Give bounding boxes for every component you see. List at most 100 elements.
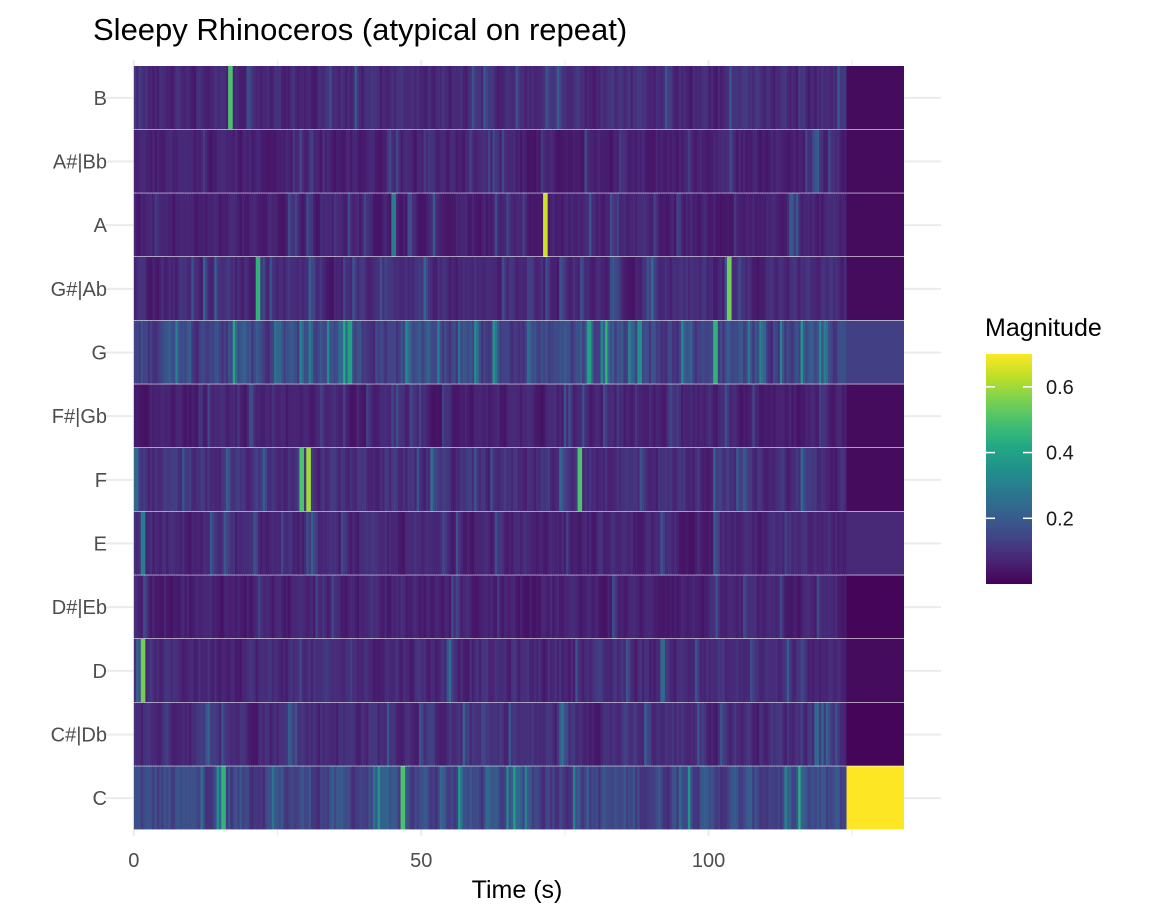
heatmap-cell	[591, 575, 595, 639]
heatmap-cell	[503, 766, 507, 830]
heatmap-cell	[589, 639, 592, 703]
heatmap-cell	[476, 320, 480, 384]
heatmap-cell	[258, 702, 261, 766]
heatmap-cell	[209, 448, 213, 512]
heatmap-cell	[835, 66, 838, 130]
heatmap-cell	[708, 384, 712, 448]
heatmap-cell	[184, 448, 188, 512]
heatmap-cell	[418, 384, 422, 448]
heatmap-cell	[674, 702, 678, 766]
heatmap-cell	[577, 639, 581, 703]
heatmap-cell	[140, 511, 144, 575]
heatmap-cell	[726, 766, 730, 830]
heatmap-cell	[200, 575, 204, 639]
y-tick-label: E	[94, 534, 107, 556]
heatmap-cell	[506, 639, 510, 703]
y-tick-label: D#|Eb	[52, 597, 107, 619]
heatmap-cell	[393, 511, 397, 575]
heatmap-cell	[681, 384, 684, 448]
heatmap-cell	[655, 448, 659, 512]
heatmap-cell	[326, 766, 330, 830]
heatmap-cell	[529, 639, 533, 703]
heatmap-cell	[692, 193, 696, 257]
heatmap-cell	[301, 639, 305, 703]
heatmap-cell	[678, 193, 682, 257]
heatmap-cell	[366, 257, 369, 321]
heatmap-cell	[255, 448, 259, 512]
heatmap-cell	[499, 257, 503, 321]
heatmap-cell	[805, 193, 809, 257]
heatmap-cell	[715, 320, 719, 384]
heatmap-cell	[384, 639, 388, 703]
heatmap-cell	[255, 129, 259, 193]
heatmap-cell	[347, 129, 351, 193]
heatmap-cell	[237, 639, 241, 703]
heatmap-cell	[625, 320, 629, 384]
heatmap-cell	[428, 129, 432, 193]
heatmap-cell	[400, 511, 404, 575]
heatmap-cell	[412, 702, 415, 766]
heatmap-cell	[800, 320, 804, 384]
heatmap-cell	[800, 129, 804, 193]
heatmap-cell	[439, 384, 443, 448]
heatmap-cell	[200, 320, 204, 384]
heatmap-cell	[246, 129, 250, 193]
heatmap-cell	[168, 129, 172, 193]
heatmap-cell	[379, 702, 383, 766]
heatmap-cell	[276, 66, 280, 130]
heatmap-cell	[531, 575, 535, 639]
heatmap-cell	[223, 702, 227, 766]
heatmap-cell	[740, 511, 744, 575]
heatmap-cell	[421, 193, 425, 257]
heatmap-cell	[412, 448, 415, 512]
heatmap-cell	[669, 66, 673, 130]
heatmap-cell	[526, 193, 530, 257]
heatmap-cell	[485, 384, 489, 448]
heatmap-cell	[623, 257, 627, 321]
heatmap-cell	[678, 257, 682, 321]
heatmap-cell	[476, 766, 480, 830]
heatmap-cell	[793, 320, 797, 384]
heatmap-cell	[186, 129, 190, 193]
heatmap-cell	[809, 702, 813, 766]
heatmap-cell	[658, 702, 661, 766]
heatmap-cell	[531, 66, 535, 130]
heatmap-cell	[262, 702, 266, 766]
heatmap-cell	[276, 129, 280, 193]
heatmap-cell	[248, 511, 252, 575]
heatmap-cell	[336, 257, 340, 321]
heatmap-cell	[349, 448, 353, 512]
heatmap-cell	[685, 702, 689, 766]
heatmap-cell	[301, 766, 305, 830]
heatmap-cell	[676, 66, 680, 130]
heatmap-cell	[469, 384, 473, 448]
heatmap-cell	[699, 639, 703, 703]
heatmap-cell	[676, 320, 680, 384]
heatmap-cell	[490, 193, 494, 257]
heatmap-cell	[200, 257, 204, 321]
heatmap-cell	[572, 448, 576, 512]
heatmap-cell	[216, 66, 220, 130]
heatmap-cell	[389, 129, 392, 193]
heatmap-cell	[244, 257, 248, 321]
heatmap-cell	[579, 575, 583, 639]
heatmap-cell	[258, 129, 261, 193]
heatmap-cell	[529, 193, 533, 257]
heatmap-cell	[623, 575, 627, 639]
heatmap-cell	[593, 320, 597, 384]
heatmap-cell	[354, 702, 358, 766]
heatmap-cell	[501, 575, 505, 639]
heatmap-cell	[515, 193, 519, 257]
heatmap-cell	[453, 66, 457, 130]
heatmap-cell	[520, 575, 523, 639]
heatmap-cell	[837, 384, 841, 448]
heatmap-cell	[572, 766, 576, 830]
heatmap-cell	[830, 193, 834, 257]
heatmap-cell	[552, 702, 556, 766]
heatmap-cell	[320, 320, 323, 384]
heatmap-cell	[163, 766, 167, 830]
heatmap-cell	[559, 702, 563, 766]
heatmap-cell	[143, 639, 146, 703]
heatmap-cell	[225, 193, 229, 257]
heatmap-cell	[349, 257, 353, 321]
